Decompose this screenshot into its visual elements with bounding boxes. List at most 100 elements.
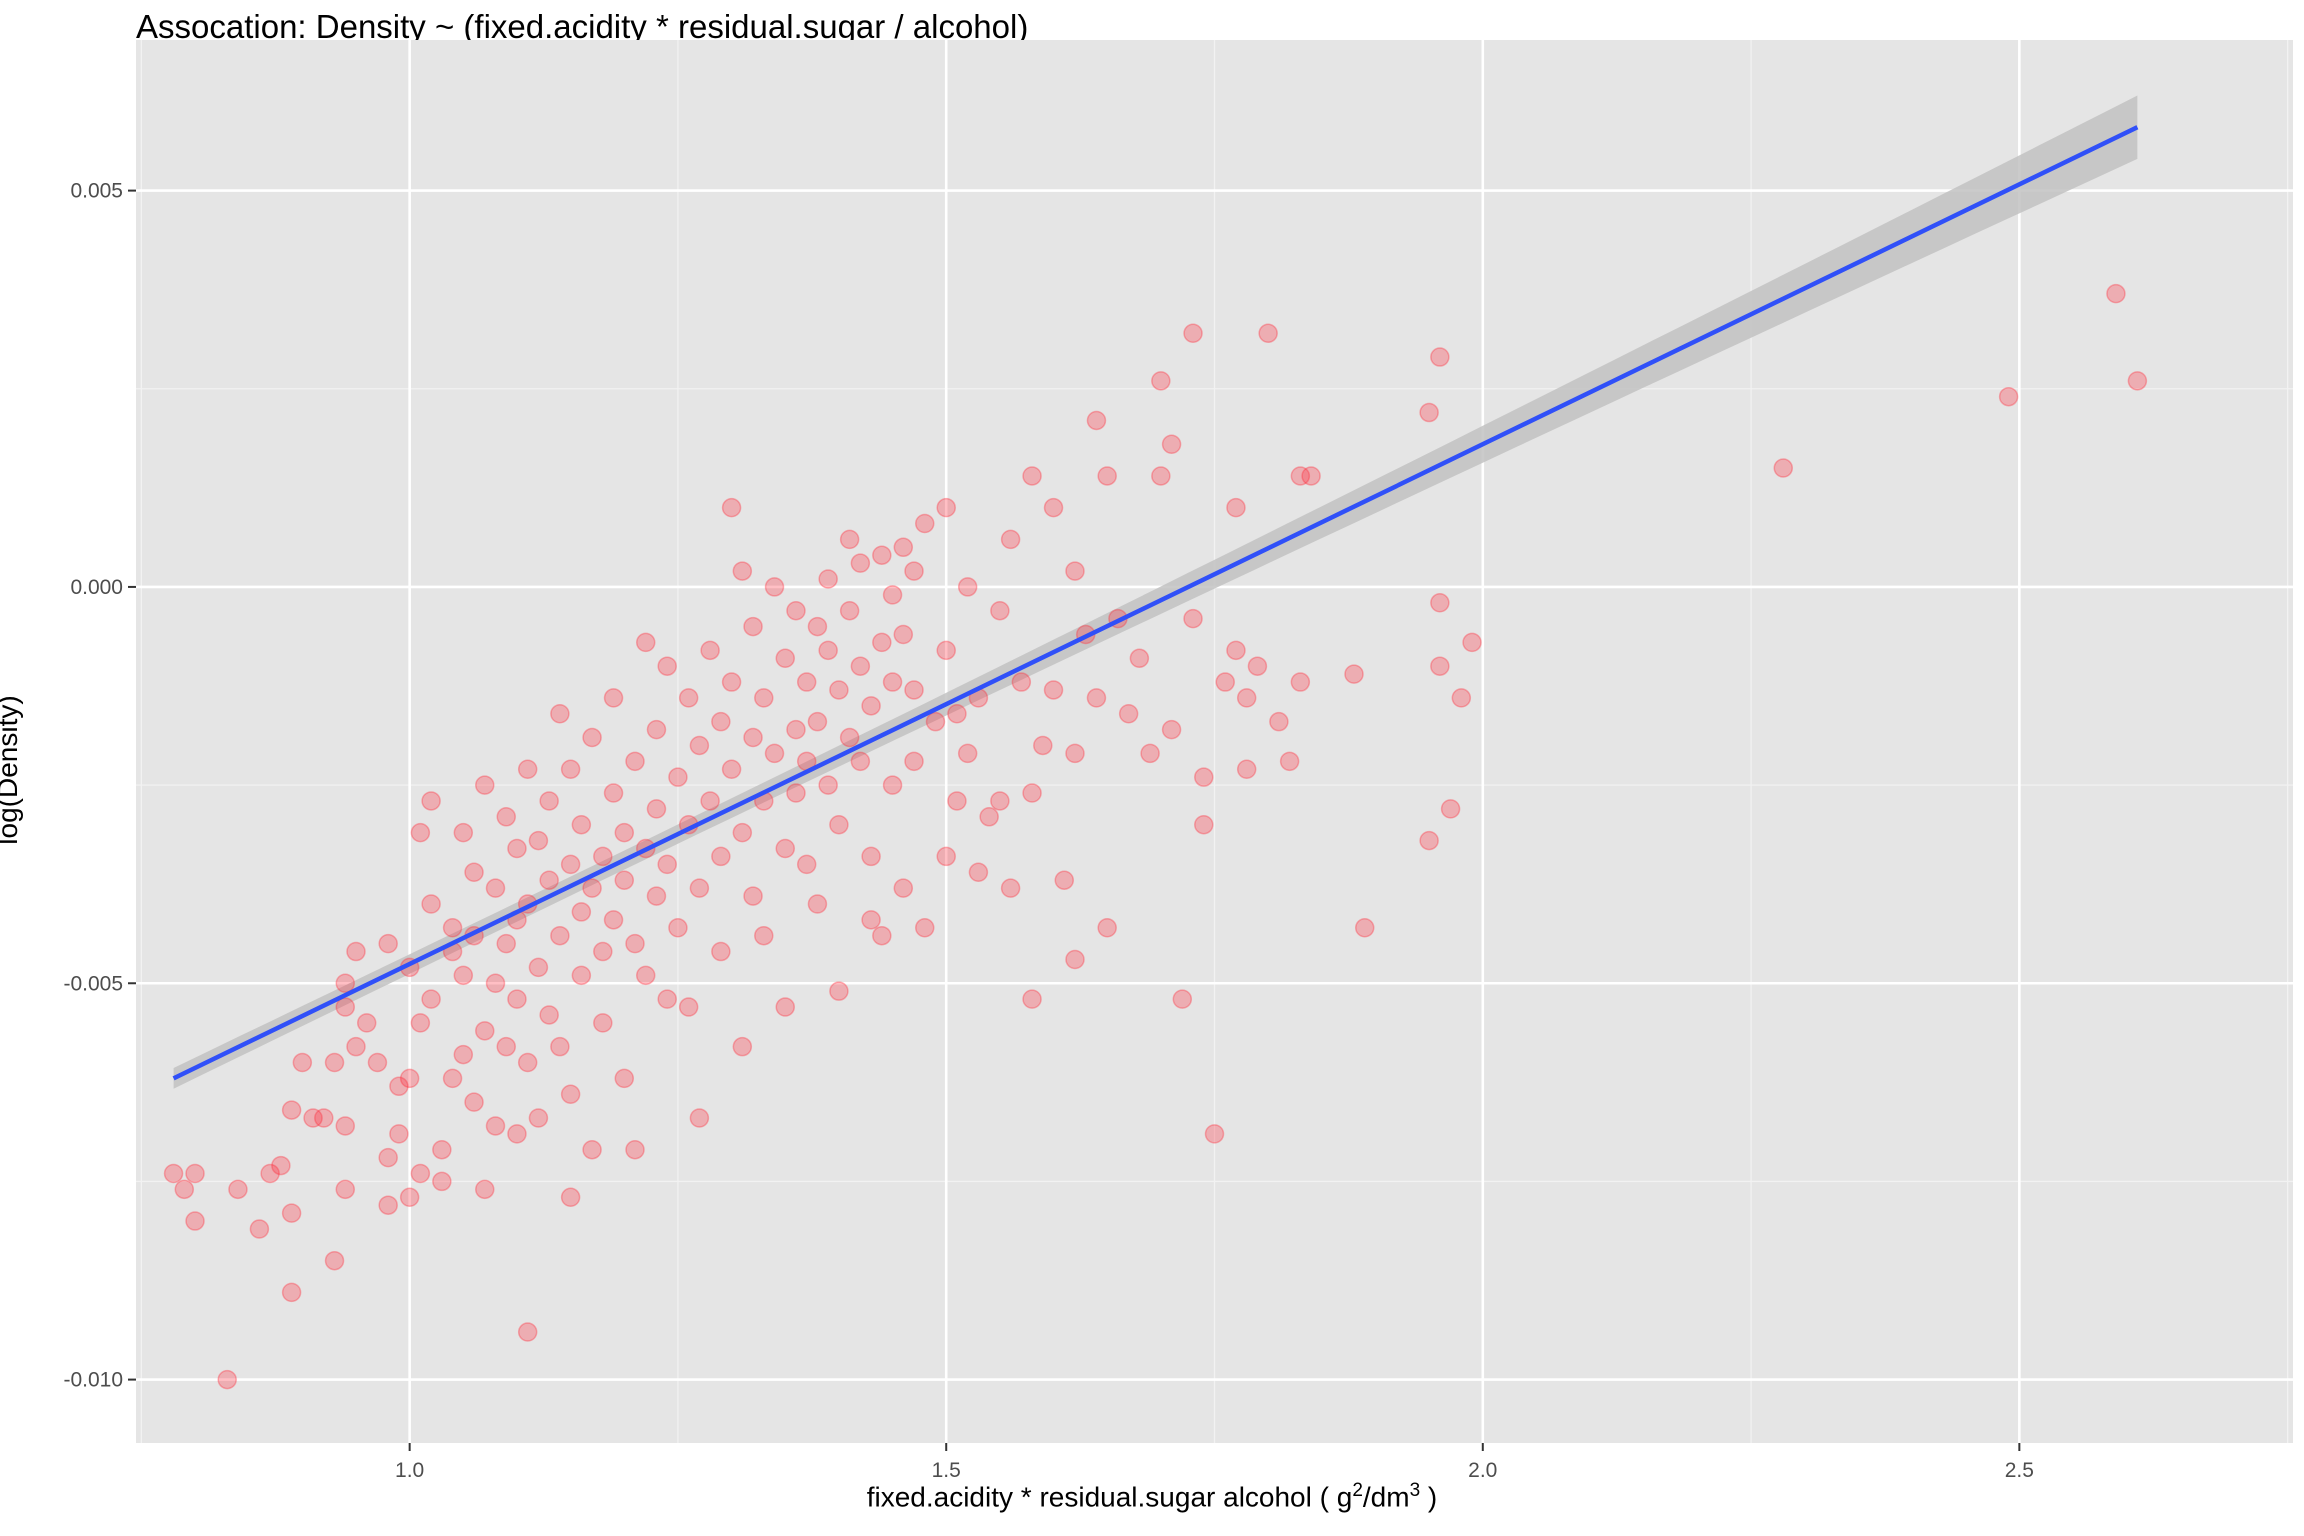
data-point	[453, 1044, 474, 1065]
data-point	[281, 1203, 302, 1223]
data-point	[872, 545, 892, 565]
data-point	[915, 513, 935, 534]
data-point	[786, 783, 806, 803]
data-point	[829, 680, 849, 700]
data-point	[861, 846, 881, 867]
data-point	[818, 569, 838, 589]
data-point	[1043, 680, 1064, 700]
data-point	[582, 878, 602, 898]
data-point	[839, 529, 860, 550]
data-point	[1290, 672, 1311, 692]
data-point	[593, 941, 613, 962]
data-point	[957, 577, 978, 597]
x-tick-label: 1.0	[395, 1459, 424, 1482]
data-point	[539, 870, 559, 890]
data-point	[1226, 640, 1246, 661]
data-point	[678, 688, 699, 708]
data-point	[582, 727, 602, 748]
data-point	[1430, 656, 1450, 676]
data-point	[1226, 497, 1246, 518]
data-point	[775, 997, 795, 1017]
data-point	[614, 1068, 635, 1089]
data-point	[1022, 466, 1042, 486]
data-point	[839, 727, 860, 748]
data-point	[324, 1052, 345, 1073]
chart-title: Assocation: Density ~ (fixed.acidity * r…	[136, 8, 1029, 45]
data-point	[185, 1163, 205, 1184]
data-point	[807, 711, 828, 732]
data-point	[507, 838, 527, 859]
data-point	[399, 1068, 420, 1089]
data-point	[539, 1005, 559, 1025]
data-point	[410, 1013, 431, 1033]
data-point	[1215, 672, 1235, 692]
data-point	[324, 1250, 345, 1271]
data-point	[603, 688, 624, 708]
data-point	[378, 933, 398, 954]
data-point	[1204, 1124, 1225, 1144]
data-point	[925, 711, 946, 732]
data-point	[1183, 608, 1203, 629]
data-point	[185, 1211, 205, 1231]
data-point	[475, 1021, 495, 1041]
data-point	[743, 727, 763, 748]
data-point	[303, 1108, 323, 1128]
data-point	[464, 1092, 484, 1112]
data-point	[1065, 743, 1085, 764]
data-point	[990, 600, 1010, 621]
data-point	[378, 1195, 398, 1215]
data-point	[528, 830, 549, 851]
x-axis-label-main: fixed.acidity * residual.sugar alcohol (…	[866, 1481, 1353, 1513]
data-point	[721, 497, 742, 518]
data-point	[732, 561, 753, 581]
data-point	[593, 846, 613, 867]
data-point	[829, 981, 849, 1001]
data-point	[1086, 688, 1107, 708]
data-point	[1097, 466, 1117, 486]
data-point	[1022, 989, 1042, 1009]
x-tick-label: 2.5	[2005, 1459, 2034, 1482]
data-point	[367, 1052, 388, 1073]
data-point	[1440, 799, 1461, 819]
x-axis-label-end: )	[1420, 1481, 1438, 1513]
data-point	[850, 751, 871, 772]
data-point	[281, 1100, 302, 1120]
x-axis-label-sup1: 2	[1352, 1480, 1363, 1501]
data-point	[786, 719, 806, 740]
data-point	[1000, 529, 1021, 550]
data-point	[571, 814, 592, 835]
data-point	[389, 1076, 409, 1097]
data-point	[281, 1282, 302, 1303]
data-point	[1462, 632, 1482, 653]
data-point	[560, 1084, 581, 1104]
data-point	[754, 925, 774, 946]
data-point	[292, 1052, 313, 1073]
data-point	[378, 1147, 398, 1168]
data-point	[410, 822, 431, 843]
data-point	[550, 925, 570, 946]
data-point	[625, 751, 645, 772]
data-point	[1279, 751, 1300, 772]
data-point	[957, 743, 978, 764]
data-point	[593, 1013, 613, 1033]
data-point	[882, 775, 903, 795]
data-point	[335, 1116, 356, 1136]
data-point	[1301, 466, 1321, 486]
data-point	[1161, 434, 1182, 455]
data-point	[1172, 989, 1193, 1009]
data-point	[711, 711, 731, 732]
data-point	[496, 1036, 516, 1057]
data-point	[485, 1116, 506, 1136]
data-point	[743, 616, 763, 637]
x-axis-label-mid: /dm	[1362, 1481, 1410, 1513]
data-point	[635, 632, 656, 653]
data-point	[163, 1163, 184, 1184]
data-point	[1161, 719, 1182, 740]
data-point	[1022, 783, 1042, 803]
data-point	[850, 656, 871, 676]
data-point	[475, 1179, 495, 1200]
data-point	[335, 973, 356, 994]
data-point	[700, 791, 720, 811]
data-point	[399, 1187, 420, 1208]
data-point	[721, 759, 742, 779]
